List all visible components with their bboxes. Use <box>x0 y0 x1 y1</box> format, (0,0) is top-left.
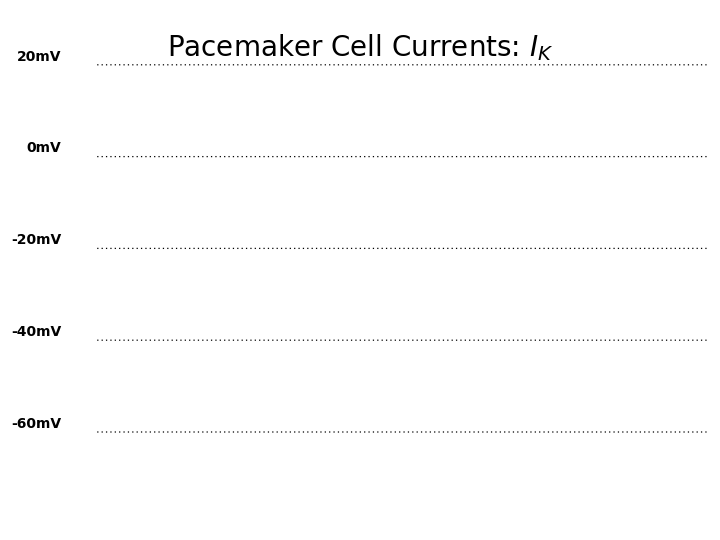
Text: 0mV: 0mV <box>27 141 61 156</box>
Text: Pacemaker Cell Currents: $I_K$: Pacemaker Cell Currents: $I_K$ <box>167 32 553 63</box>
Text: -60mV: -60mV <box>11 417 61 431</box>
Text: -20mV: -20mV <box>11 233 61 247</box>
Text: 20mV: 20mV <box>17 50 61 64</box>
Text: -40mV: -40mV <box>11 325 61 339</box>
